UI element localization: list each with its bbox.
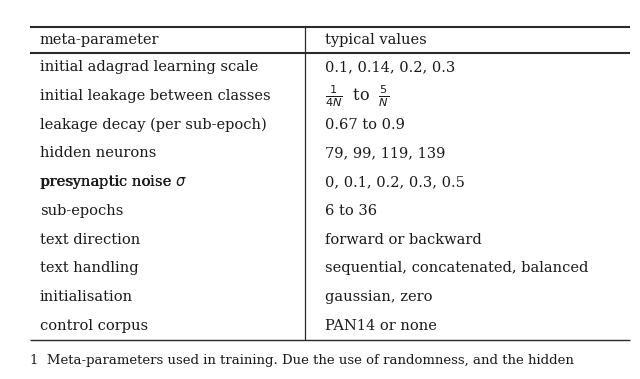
Text: presynaptic noise $\sigma$: presynaptic noise $\sigma$ bbox=[40, 173, 187, 191]
Text: meta-parameter: meta-parameter bbox=[40, 33, 159, 47]
Text: typical values: typical values bbox=[325, 33, 427, 47]
Text: 1  Meta-parameters used in training. Due the use of randomness, and the hidden: 1 Meta-parameters used in training. Due … bbox=[30, 354, 574, 367]
Text: 79, 99, 119, 139: 79, 99, 119, 139 bbox=[325, 146, 445, 160]
Text: PAN14 or none: PAN14 or none bbox=[325, 319, 437, 333]
Text: 6 to 36: 6 to 36 bbox=[325, 204, 377, 218]
Text: $\frac{1}{4N}$  to  $\frac{5}{N}$: $\frac{1}{4N}$ to $\frac{5}{N}$ bbox=[325, 83, 389, 109]
Text: hidden neurons: hidden neurons bbox=[40, 146, 156, 160]
Text: text direction: text direction bbox=[40, 233, 140, 247]
Text: 0, 0.1, 0.2, 0.3, 0.5: 0, 0.1, 0.2, 0.3, 0.5 bbox=[325, 175, 465, 189]
Text: gaussian, zero: gaussian, zero bbox=[325, 290, 433, 304]
Text: sub-epochs: sub-epochs bbox=[40, 204, 124, 218]
Text: 0.67 to 0.9: 0.67 to 0.9 bbox=[325, 118, 405, 132]
Text: initial adagrad learning scale: initial adagrad learning scale bbox=[40, 60, 259, 74]
Text: text handling: text handling bbox=[40, 261, 139, 275]
Text: leakage decay (per sub-epoch): leakage decay (per sub-epoch) bbox=[40, 117, 267, 132]
Text: 0.1, 0.14, 0.2, 0.3: 0.1, 0.14, 0.2, 0.3 bbox=[325, 60, 455, 74]
Text: presynaptic noise: presynaptic noise bbox=[40, 175, 176, 189]
Text: initialisation: initialisation bbox=[40, 290, 133, 304]
Text: control corpus: control corpus bbox=[40, 319, 148, 333]
Text: forward or backward: forward or backward bbox=[325, 233, 482, 247]
Text: sequential, concatenated, balanced: sequential, concatenated, balanced bbox=[325, 261, 588, 275]
Text: initial leakage between classes: initial leakage between classes bbox=[40, 89, 271, 103]
